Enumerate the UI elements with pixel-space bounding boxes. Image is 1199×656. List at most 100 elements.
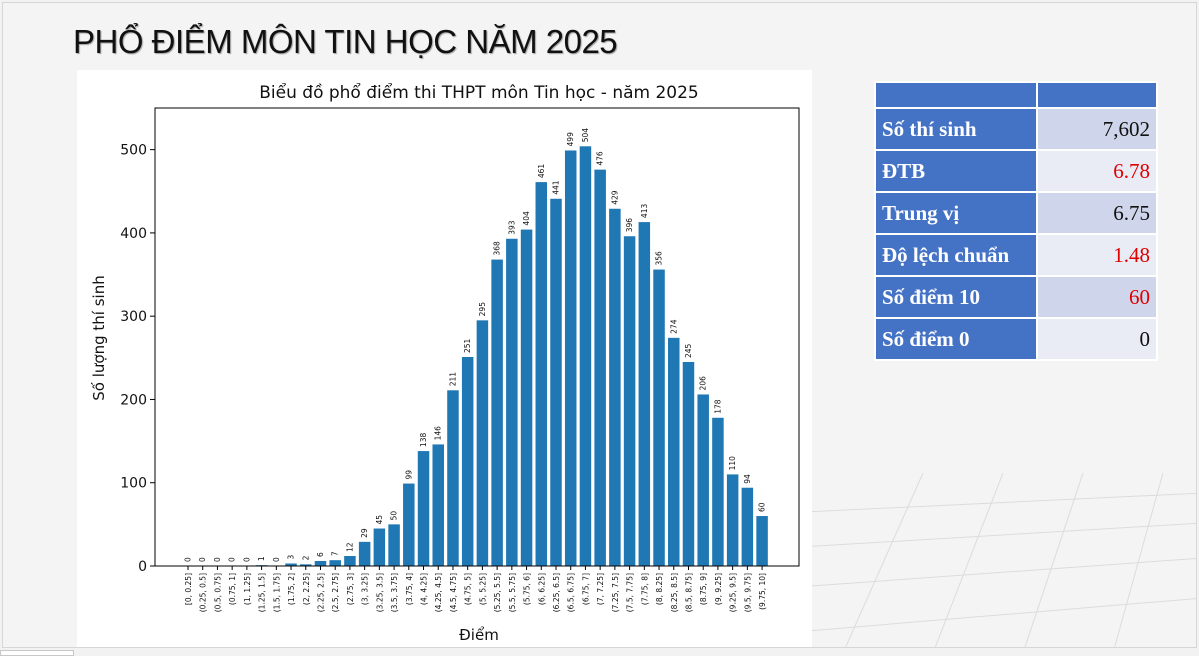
bar bbox=[461, 356, 474, 566]
x-tick-label: (3, 3.25] bbox=[361, 573, 370, 605]
chart-panel: Biểu đồ phổ điểm thi THPT môn Tin học - … bbox=[77, 70, 812, 647]
stats-label: Trung vị bbox=[874, 191, 1038, 235]
page-title: PHỔ ĐIỂM MÔN TIN HỌC NĂM 2025 bbox=[73, 23, 618, 60]
bar-value-label: 396 bbox=[625, 218, 634, 233]
bar-value-label: 6 bbox=[316, 552, 325, 557]
x-tick-label: (4.5, 4.75] bbox=[449, 573, 458, 612]
bar-value-label: 45 bbox=[375, 515, 384, 525]
x-tick-label: (0.75, 1] bbox=[228, 573, 237, 605]
x-tick-label: (4.25, 4.5] bbox=[434, 573, 443, 612]
y-tick-label: 400 bbox=[120, 226, 147, 242]
bar-value-label: 0 bbox=[184, 557, 193, 562]
bar bbox=[491, 259, 503, 566]
bar-value-label: 146 bbox=[434, 426, 443, 441]
stats-row: Độ lệch chuẩn 1.48 bbox=[874, 233, 1158, 277]
bar bbox=[594, 169, 606, 566]
y-tick-label: 500 bbox=[120, 143, 147, 159]
bar-value-label: 274 bbox=[669, 319, 678, 334]
x-tick-label: (3.25, 3.5] bbox=[375, 573, 384, 612]
x-tick-label: (5.75, 6] bbox=[523, 573, 532, 605]
stats-header-cell bbox=[1036, 81, 1158, 109]
x-tick-label: (6.5, 6.75] bbox=[567, 573, 576, 612]
bar-value-label: 3 bbox=[287, 555, 296, 560]
x-tick-label: (2.25, 2.5] bbox=[316, 573, 325, 612]
bar-value-label: 206 bbox=[699, 376, 708, 391]
bar-value-label: 413 bbox=[640, 204, 649, 219]
bar-value-label: 404 bbox=[522, 211, 531, 226]
bar bbox=[520, 229, 533, 566]
x-tick-label: (4.75, 5] bbox=[464, 573, 473, 605]
x-tick-label: (0.25, 0.5] bbox=[199, 573, 208, 612]
stats-label: ĐTB bbox=[874, 149, 1038, 193]
x-tick-label: (9.75, 10] bbox=[758, 573, 767, 610]
bar-value-label: 393 bbox=[507, 220, 516, 235]
bottom-tab bbox=[0, 650, 74, 656]
x-tick-label: (8.5, 8.75] bbox=[684, 573, 693, 612]
stats-value: 7,602 bbox=[1036, 107, 1158, 151]
bar-value-label: 50 bbox=[390, 511, 399, 521]
histogram-chart: Biểu đồ phổ điểm thi THPT môn Tin học - … bbox=[90, 82, 800, 644]
bar bbox=[668, 337, 680, 566]
bar-value-label: 368 bbox=[493, 241, 502, 256]
x-tick-label: (4, 4.25] bbox=[420, 573, 429, 605]
chart-title: Biểu đồ phổ điểm thi THPT môn Tin học - … bbox=[259, 82, 699, 103]
bar bbox=[550, 198, 562, 566]
stats-label: Số điểm 0 bbox=[874, 317, 1038, 361]
x-tick-label: (7.75, 8] bbox=[640, 573, 649, 605]
bar-value-label: 429 bbox=[610, 190, 619, 205]
bar-value-label: 2 bbox=[301, 555, 310, 560]
bar-value-label: 99 bbox=[404, 470, 413, 480]
stats-label: Độ lệch chuẩn bbox=[874, 233, 1038, 277]
bar bbox=[476, 320, 489, 566]
bar-value-label: 94 bbox=[743, 474, 752, 484]
y-tick-label: 200 bbox=[120, 392, 147, 408]
stats-header-row bbox=[874, 81, 1158, 109]
bar-value-label: 245 bbox=[684, 343, 693, 358]
x-tick-label: (5, 5.25] bbox=[478, 573, 487, 605]
stats-value: 0 bbox=[1036, 317, 1158, 361]
stats-label: Số điểm 10 bbox=[874, 275, 1038, 319]
bar bbox=[358, 541, 371, 566]
stats-label: Số thí sinh bbox=[874, 107, 1038, 151]
x-tick-label: (1, 1.25] bbox=[243, 573, 252, 605]
stats-value: 6.78 bbox=[1036, 149, 1158, 193]
bar bbox=[653, 269, 665, 566]
bar bbox=[329, 560, 341, 566]
bar-value-label: 110 bbox=[728, 456, 737, 471]
x-tick-label: (3.5, 3.75] bbox=[390, 573, 399, 612]
bar bbox=[564, 150, 577, 566]
bar bbox=[682, 361, 695, 566]
bar-value-label: 178 bbox=[713, 399, 722, 414]
bar bbox=[697, 394, 709, 566]
bar-value-label: 0 bbox=[198, 557, 207, 562]
x-tick-label: [0, 0.25] bbox=[184, 573, 193, 605]
x-tick-label: (0.5, 0.75] bbox=[213, 573, 222, 612]
stats-row: Số thí sinh 7,602 bbox=[874, 107, 1158, 151]
bar-value-label: 441 bbox=[552, 180, 561, 195]
bar bbox=[388, 524, 400, 566]
x-tick-label: (6.25, 6.5] bbox=[552, 573, 561, 612]
bar bbox=[535, 182, 548, 566]
stats-header-cell bbox=[874, 81, 1038, 109]
bar-value-label: 251 bbox=[463, 338, 472, 353]
stats-value: 6.75 bbox=[1036, 191, 1158, 235]
bar-value-label: 29 bbox=[360, 528, 369, 538]
bar bbox=[403, 483, 415, 566]
x-tick-label: (8, 8.25] bbox=[655, 573, 664, 605]
floor-grid-decoration bbox=[783, 473, 1196, 647]
bar bbox=[344, 556, 356, 566]
bar-value-label: 0 bbox=[272, 557, 281, 562]
y-tick-label: 0 bbox=[138, 559, 147, 575]
x-tick-label: (5.25, 5.5] bbox=[493, 573, 502, 612]
bar-value-label: 0 bbox=[242, 557, 251, 562]
x-tick-label: (2, 2.25] bbox=[302, 573, 311, 605]
bar bbox=[506, 238, 518, 567]
bar-value-label: 60 bbox=[758, 502, 767, 512]
bar bbox=[314, 561, 327, 566]
bar-value-label: 356 bbox=[655, 251, 664, 266]
x-tick-label: (1.5, 1.75] bbox=[272, 573, 281, 612]
x-axis-label: Điểm bbox=[459, 626, 499, 644]
x-tick-label: (3.75, 4] bbox=[405, 573, 414, 605]
